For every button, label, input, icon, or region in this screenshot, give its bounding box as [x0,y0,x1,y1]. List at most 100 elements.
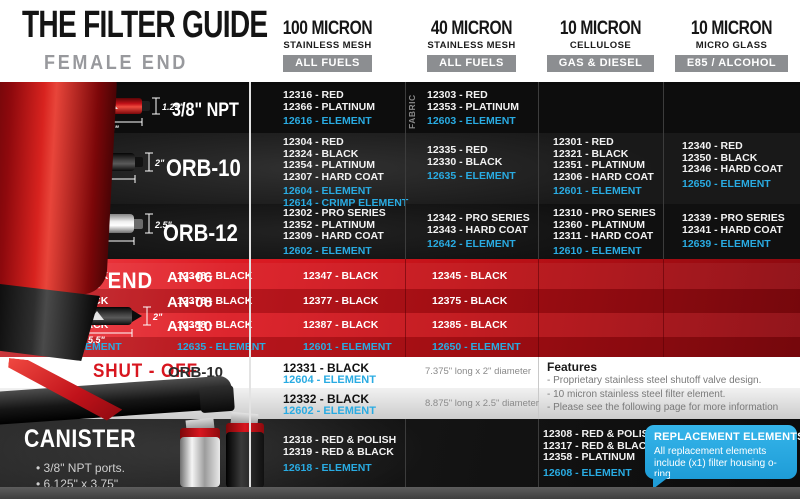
part-number: 12375 - BLACK [432,295,508,307]
part-number: 12378 - BLACK [177,295,253,307]
part-cell-empty [538,85,663,133]
column-divider [538,419,539,487]
part-numbers: 12310 - PRO SERIES 12360 - PLATINUM 12311 … [553,207,656,242]
column-micron-label: 40 MICRON [430,18,513,39]
part-cell: 12339 - PRO SERIES 12341 - HARD COAT 1263… [663,204,800,259]
footer-bar [0,487,800,499]
column-media-label: MICRO GLASS [695,40,768,51]
element-numbers: 12604 - ELEMENT 12614 - CRIMP ELEMENT [283,185,409,209]
part-cell: 12310 - PRO SERIES 12360 - PLATINUM 12311 … [538,204,663,259]
page-title: THE FILTER GUIDE [22,4,268,46]
part-number: 12347 - BLACK [303,270,379,282]
row-label-orb12: ORB-12 [163,220,238,247]
fabric-note: FABRIC [407,94,417,129]
column-divider [405,419,406,487]
part-cell: 12335 - RED 12330 - BLACK 12635 - ELEMENT [405,133,538,204]
element-number: 12602 - ELEMENT [283,405,376,417]
part-numbers: 12339 - PRO SERIES 12341 - HARD COAT [682,212,785,236]
column-micron-label: 10 MICRON [690,18,773,39]
part-numbers: 12340 - RED 12350 - BLACK 12346 - HARD COA… [682,140,783,175]
size-note: 7.375" long x 2" diameter [425,366,532,377]
row-label-an06: AN-06 [167,269,213,286]
label-column-divider [249,82,251,487]
element-numbers: 12603 - ELEMENT [427,115,516,127]
part-cell: 12302 - PRO SERIES 12352 - PLATINUM 12309 … [250,204,405,259]
column-fuel-badge: ALL FUELS [283,55,372,72]
part-cell: 12340 - RED 12350 - BLACK 12346 - HARD COA… [663,133,800,204]
element-number: 12604 - ELEMENT [283,374,376,386]
dim-height-label: 2" [152,312,163,322]
part-numbers: 12335 - RED 12330 - BLACK [427,144,503,168]
column-divider [405,259,406,357]
column-header-10-micron-cellulose: 10 MICRON CELLULOSE GAS & DIESEL [538,18,663,72]
features-list: - Proprietary stainless steel shutoff va… [547,375,779,413]
part-numbers: 12302 - PRO SERIES 12352 - PLATINUM 12309 … [283,207,386,242]
dim-height-label: 2.5" [154,220,173,230]
column-divider [538,357,539,419]
size-note: 8.875" long x 2.5" diameter [425,398,539,409]
part-number: 12377 - BLACK [303,295,379,307]
canister-chrome-photo [180,437,220,487]
callout-body: All replacement elements include (x1) fi… [654,446,777,480]
element-numbers: 12608 - ELEMENT [543,466,632,479]
column-micron-label: 10 MICRON [559,18,642,39]
part-numbers: 12342 - PRO SERIES 12343 - HARD COAT [427,212,530,236]
dim-height-label: 2" [154,158,165,168]
row-label-npt: 3/8" NPT [172,100,239,121]
element-numbers: 12650 - ELEMENT [682,177,771,190]
features-heading: Features [547,360,598,374]
part-number: 12388 - BLACK [177,319,253,331]
part-cell-empty [663,85,800,133]
element-numbers: 12616 - ELEMENT [283,115,372,127]
column-divider [405,82,406,259]
callout-title: REPLACEMENT ELEMENTS [654,431,800,443]
part-cell: 12304 - RED 12324 - BLACK 12354 - PLATINUM… [250,133,408,208]
part-number: 12348 - BLACK [177,270,253,282]
part-numbers: 12316 - RED 12366 - PLATINUM [283,89,375,113]
row-label-orb10: ORB-10 [166,155,241,182]
dim-height-label: 1.25" [162,102,184,112]
column-media-label: STAINLESS MESH [283,40,372,51]
part-cell: 12316 - RED 12366 - PLATINUM 12616 - ELEM… [250,85,405,133]
column-fuel-badge: ALL FUELS [427,55,516,72]
element-numbers: 12635 - ELEMENT [427,170,516,182]
male-end-section: MALE END 2" 5.5" AN-06 AN-08 AN-10 12349… [0,259,800,357]
element-numbers: 12618 - ELEMENT [283,462,372,474]
part-number: 12385 - BLACK [432,319,508,331]
element-numbers: 12642 - ELEMENT [427,238,516,250]
column-header-10-micron-microglass: 10 MICRON MICRO GLASS E85 / ALCOHOL [663,18,800,72]
part-numbers: 12318 - RED & POLISH 12319 - RED & BLACK [283,434,397,458]
features-block: Features - Proprietary stainless steel s… [547,360,778,415]
part-cell: FABRIC 12303 - RED 12353 - PLATINUM 12603… [405,85,538,133]
column-divider [538,259,539,357]
element-number: 12635 - ELEMENT [177,341,266,353]
part-number: 12331 - BLACK [283,361,370,375]
column-media-label: STAINLESS MESH [427,40,516,51]
row-label-an08: AN-08 [167,294,213,311]
replacement-elements-callout: REPLACEMENT ELEMENTS All replacement ele… [645,425,800,489]
column-divider [663,82,664,259]
canister-section-label: CANISTER [24,425,137,453]
column-divider [538,82,539,259]
shut-off-section-label: SHUT - OFF [93,361,198,382]
part-numbers: 12308 - RED & POLISH 12317 - RED & BLACK 1… [543,428,657,463]
canister-section: CANISTER • 3/8" NPT ports. • 6.125" x 3.7… [0,419,800,491]
column-header-100-micron: 100 MICRON STAINLESS MESH ALL FUELS [250,18,405,72]
part-numbers: 12304 - RED 12324 - BLACK 12354 - PLATINUM… [283,136,384,183]
element-number: 12650 - ELEMENT [432,341,521,353]
part-numbers: 12303 - RED 12353 - PLATINUM [427,89,519,113]
column-fuel-badge: E85 / ALCOHOL [674,55,789,72]
canister-black-photo [226,432,264,488]
part-number: 12332 - BLACK [283,392,370,406]
element-numbers: 12601 - ELEMENT [553,185,642,197]
header: THE FILTER GUIDE FEMALE END 100 MICRON S… [0,0,800,82]
row-label-an10: AN-10 [167,318,213,335]
table-row-an08: 12379 - BLACK 12378 - BLACK 12377 - BLAC… [0,289,800,313]
red-filter-photo [0,52,119,296]
dim-length-label: 5.5" [88,335,106,345]
part-cell: 12318 - RED & POLISH 12319 - RED & BLACK … [283,434,397,475]
